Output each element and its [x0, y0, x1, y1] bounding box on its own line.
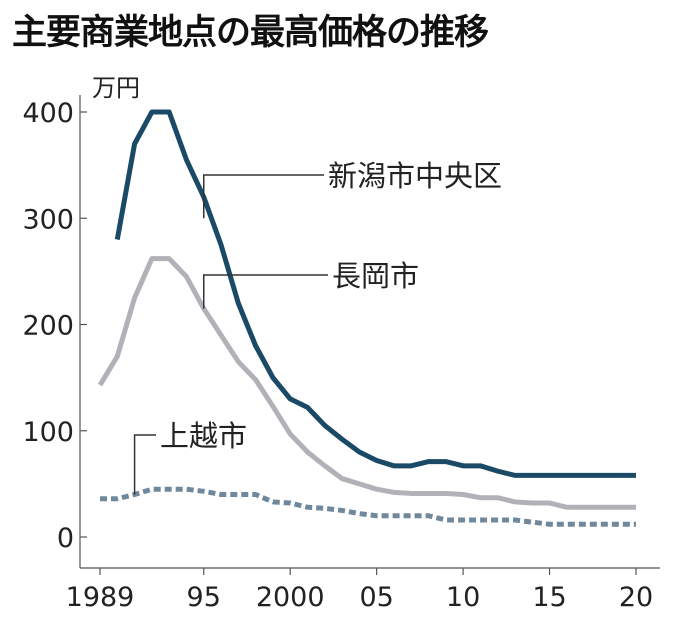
x-tick-label: 1989 — [66, 582, 135, 613]
x-tick-label: 10 — [446, 582, 480, 613]
series-label: 上越市 — [160, 419, 247, 453]
label-leader-line — [202, 174, 324, 219]
series-label: 長岡市 — [332, 259, 419, 293]
y-tick-label: 300 — [22, 204, 74, 235]
y-tick-label: 400 — [22, 98, 74, 129]
chart-title: 主要商業地点の最高価格の推移 — [12, 13, 489, 53]
series-label: 新潟市中央区 — [328, 159, 502, 193]
label-leader-line — [133, 434, 156, 495]
label-leader-line — [202, 274, 328, 309]
x-tick-label: 20 — [619, 582, 653, 613]
x-tick-label: 05 — [359, 582, 393, 613]
y-tick-label: 100 — [22, 417, 74, 448]
series-line-3 — [100, 486, 636, 527]
x-tick-label: 2000 — [256, 582, 325, 613]
y-axis-unit: 万円 — [92, 74, 140, 102]
y-tick-label: 0 — [57, 523, 74, 554]
x-tick-label: 95 — [187, 582, 221, 613]
x-tick-label: 15 — [532, 582, 566, 613]
series-line-2 — [97, 256, 636, 510]
y-tick-label: 200 — [22, 311, 74, 342]
